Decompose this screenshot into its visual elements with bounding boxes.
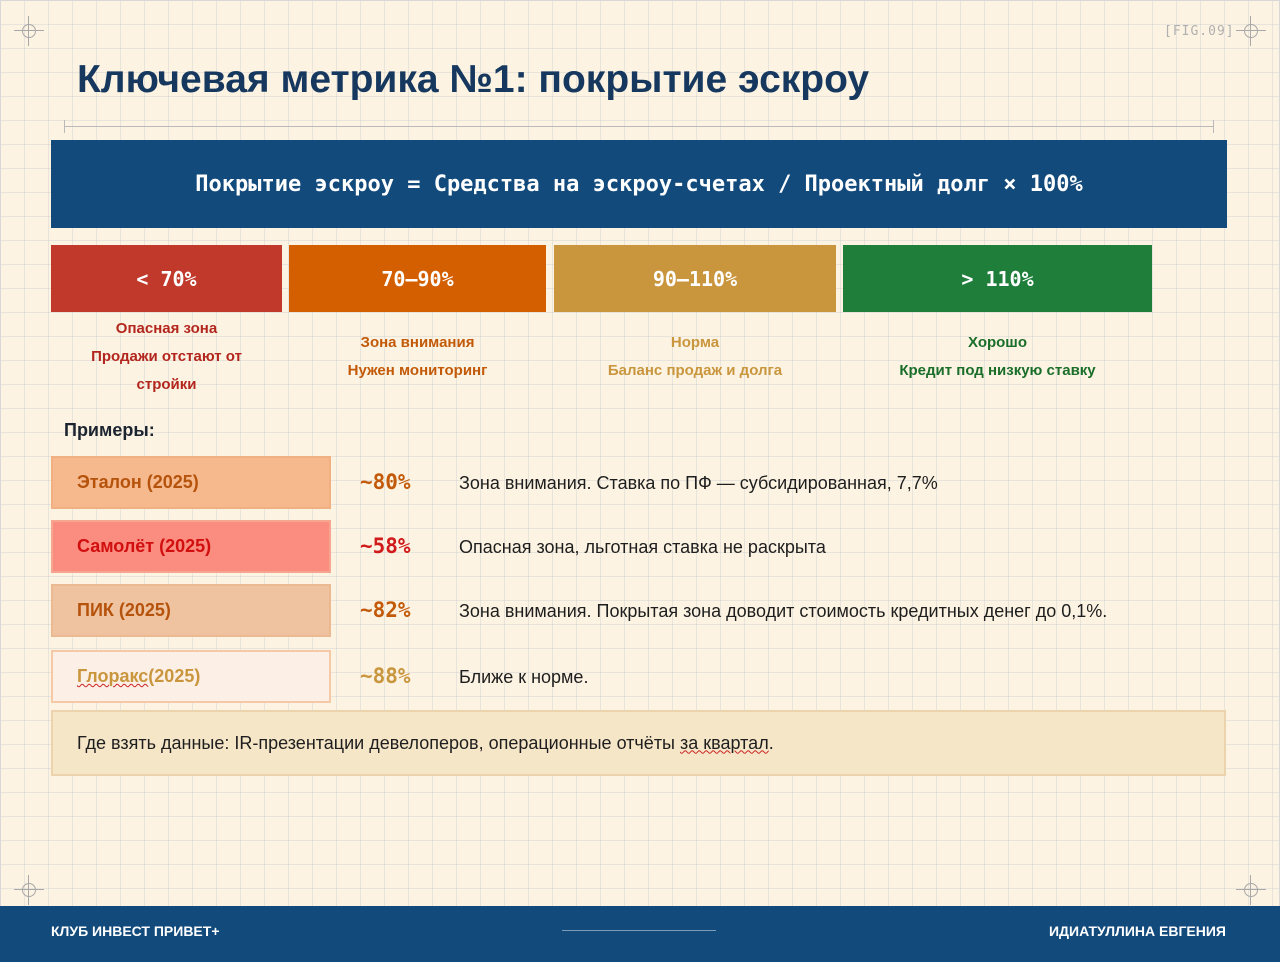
divider-ruler <box>64 120 1214 133</box>
zone-danger-box: < 70% <box>51 245 282 312</box>
data-source-text: Где взять данные: IR-презентации девелоп… <box>77 732 675 753</box>
example-percent-etalon: ~80% <box>360 470 411 494</box>
slide-title: Ключевая метрика №1: покрытие эскроу <box>77 58 870 101</box>
figure-label: [FIG.09] <box>1164 24 1235 39</box>
registration-mark-top-right <box>1236 16 1266 46</box>
example-percent-gloraks: ~88% <box>360 664 411 688</box>
zone-good-description: Хорошо Кредит под низкую ставку <box>843 329 1152 385</box>
zone-danger-line1: Опасная зона <box>115 320 218 337</box>
data-source-note: Где взять данные: IR-презентации девелоп… <box>51 710 1226 776</box>
example-percent-pik: ~82% <box>360 598 411 622</box>
zone-norm-description: Норма Баланс продаж и долга <box>554 329 836 385</box>
formula-banner: Покрытие эскроу = Средства на эскроу-сче… <box>51 140 1227 228</box>
zone-norm-line1: Норма <box>670 334 720 351</box>
data-source-end: . <box>768 732 774 753</box>
footer-bar: КЛУБ ИНВЕСТ ПРИВЕТ+ ИДИАТУЛЛИНА ЕВГЕНИЯ <box>0 906 1280 962</box>
example-company-gloraks: Глоракс (2025) <box>51 650 331 703</box>
example-company-gloraks-name: Глоракс <box>77 666 149 686</box>
zone-norm-line2: Баланс продаж и долга <box>607 362 783 379</box>
zone-good-line1: Хорошо <box>968 334 1027 351</box>
example-comment-samolet: Опасная зона, льготная ставка не раскрыт… <box>459 537 826 557</box>
example-comment-gloraks: Ближе к норме. <box>459 667 589 687</box>
example-comment-pik: Зона внимания. Покрытая зона доводит сто… <box>459 601 1108 621</box>
data-source-period: за квартал <box>680 732 769 753</box>
registration-mark-bottom-left <box>14 875 44 905</box>
example-company-pik: ПИК (2025) <box>51 584 331 637</box>
example-company-etalon: Эталон (2025) <box>51 456 331 509</box>
examples-heading: Примеры: <box>64 420 155 440</box>
registration-mark-bottom-right <box>1236 875 1266 905</box>
footer-author-name: ИДИАТУЛЛИНА ЕВГЕНИЯ <box>1048 923 1226 939</box>
zone-norm-box: 90–110% <box>554 245 836 312</box>
zone-attention-description: Зона внимания Нужен мониторинг <box>289 329 546 385</box>
footer-club-name: КЛУБ ИНВЕСТ ПРИВЕТ+ <box>51 923 220 939</box>
zone-attention-box: 70–90% <box>289 245 546 312</box>
example-comment-etalon: Зона внимания. Ставка по ПФ — субсидиров… <box>459 473 938 493</box>
zone-danger-description: Опасная зона Продажи отстают от стройки <box>51 315 282 399</box>
zone-attention-line2: Нужен мониторинг <box>347 362 488 379</box>
zone-good-box: > 110% <box>843 245 1152 312</box>
footer-divider <box>562 930 716 931</box>
example-company-samolet: Самолёт (2025) <box>51 520 331 573</box>
example-percent-samolet: ~58% <box>360 534 411 558</box>
zone-attention-line1: Зона внимания <box>360 334 475 351</box>
zone-danger-line3: стройки <box>136 376 197 393</box>
zone-good-line2: Кредит под низкую ставку <box>899 362 1096 379</box>
example-company-gloraks-year: (2025) <box>148 666 201 686</box>
zone-danger-line2: Продажи отстают от <box>91 348 242 365</box>
registration-mark-top-left <box>14 16 44 46</box>
